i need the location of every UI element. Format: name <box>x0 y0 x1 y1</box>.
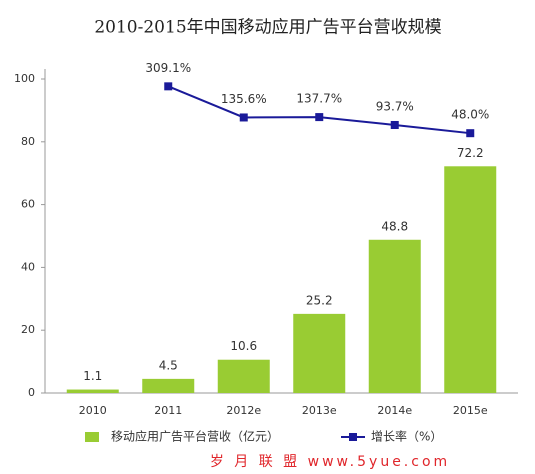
watermark: 岁 月 联 盟 www.5yue.com <box>210 454 450 470</box>
bar-label: 1.1 <box>83 369 102 383</box>
line-marker <box>315 113 324 122</box>
legend-swatch <box>85 432 99 442</box>
x-tick-label: 2010 <box>79 404 107 417</box>
bar <box>217 359 270 393</box>
line-marker <box>390 120 399 129</box>
bar-label: 25.2 <box>306 293 333 307</box>
line-label: 93.7% <box>376 99 414 113</box>
y-tick-label: 0 <box>28 386 35 399</box>
bar <box>66 389 119 393</box>
line-marker <box>239 113 248 122</box>
bar-label: 10.6 <box>230 339 257 353</box>
line-label: 137.7% <box>296 92 342 106</box>
bar <box>293 313 346 393</box>
bar-label: 48.8 <box>381 219 408 233</box>
line-label: 48.0% <box>451 108 489 122</box>
bar <box>142 378 195 393</box>
legend-label: 移动应用广告平台营收（亿元） <box>111 429 279 444</box>
x-tick-label: 2013e <box>302 404 337 417</box>
chart-title: 2010-2015年中国移动应用广告平台营收规模 <box>94 18 441 38</box>
y-tick-label: 100 <box>14 72 35 85</box>
y-tick-label: 40 <box>21 260 35 273</box>
line-label: 309.1% <box>145 61 191 75</box>
line-label: 135.6% <box>221 92 267 106</box>
y-tick-label: 60 <box>21 198 35 211</box>
bar-label: 72.2 <box>457 146 484 160</box>
bar-label: 4.5 <box>159 358 178 372</box>
legend-swatch <box>349 433 357 441</box>
line-marker <box>164 82 173 91</box>
legend-label: 增长率（%） <box>371 429 442 444</box>
bar <box>368 239 421 393</box>
y-tick-label: 20 <box>21 323 35 336</box>
x-tick-label: 2011 <box>154 404 182 417</box>
x-tick-label: 2014e <box>377 404 412 417</box>
line-marker <box>466 129 475 138</box>
x-tick-label: 2015e <box>453 404 488 417</box>
bar <box>444 166 497 393</box>
y-tick-label: 80 <box>21 135 35 148</box>
x-tick-label: 2012e <box>226 404 261 417</box>
